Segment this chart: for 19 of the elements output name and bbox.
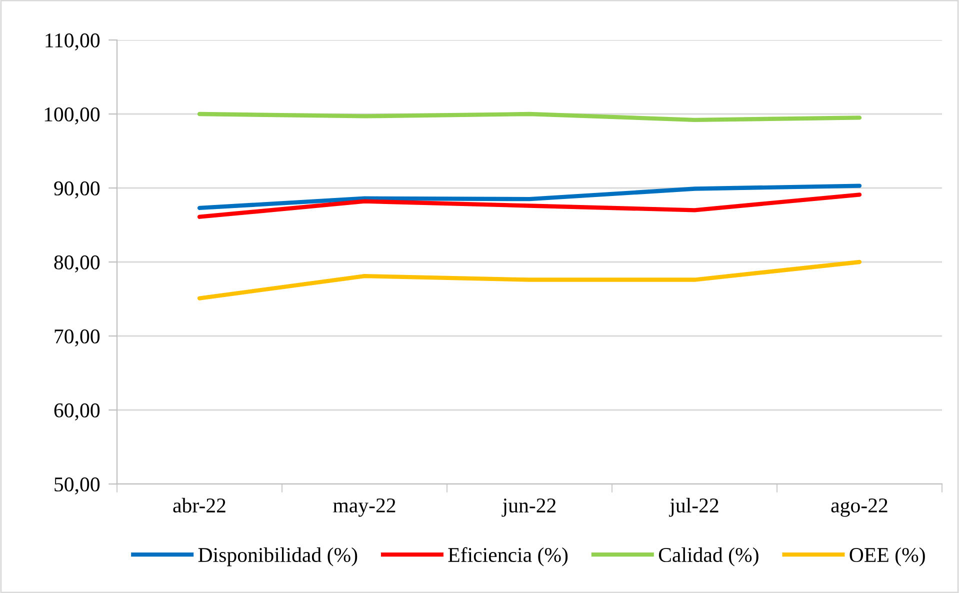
- line-series: [197, 260, 862, 300]
- y-tick-label: 80,00: [54, 255, 100, 272]
- x-tick-label: may-22: [333, 498, 396, 517]
- legend-label: Eficiencia (%): [448, 547, 568, 566]
- y-tick-label: 50,00: [54, 477, 100, 494]
- y-tick-label: 100,00: [44, 107, 100, 124]
- legend-label: Calidad (%): [658, 547, 758, 566]
- legend-label: Disponibilidad (%): [198, 547, 358, 566]
- x-tick-label: ago-22: [831, 498, 888, 517]
- line-series: [197, 192, 862, 219]
- y-tick-label: 60,00: [54, 403, 100, 420]
- line-series: [197, 184, 862, 210]
- x-tick-label: jun-22: [502, 498, 556, 517]
- x-tick-label: jul-22: [669, 498, 718, 517]
- legend-label: OEE (%): [850, 547, 925, 566]
- y-tick-label: 110,00: [46, 33, 100, 50]
- y-tick-label: 70,00: [54, 329, 100, 346]
- x-tick-label: abr-22: [173, 498, 226, 513]
- y-tick-label: 90,00: [54, 181, 100, 198]
